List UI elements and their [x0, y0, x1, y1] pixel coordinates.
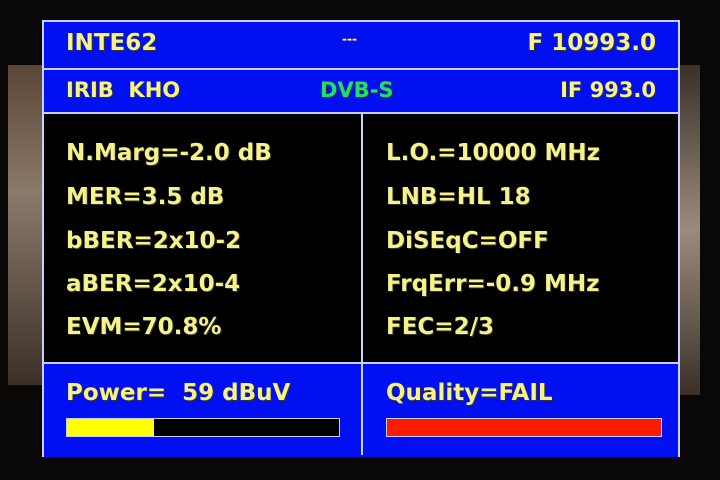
- fec: FEC=2/3: [386, 314, 494, 340]
- frq-err: FrqErr=-0.9 MHz: [386, 271, 600, 297]
- bber: bBER=2x10-2: [66, 228, 242, 254]
- header-center: ---: [342, 32, 357, 46]
- frequency: F 10993.0: [527, 30, 656, 56]
- evm: EVM=70.8%: [66, 314, 222, 340]
- background-video-right: [678, 65, 700, 395]
- power-bar-fill: [67, 419, 155, 436]
- standard: DVB-S: [320, 78, 394, 102]
- if-frequency: IF 993.0: [560, 78, 656, 102]
- n-marg: N.Marg=-2.0 dB: [66, 140, 272, 166]
- channel-name: IRIB KHO: [66, 78, 181, 102]
- header-row-2: IRIB KHO DVB-S IF 993.0: [44, 70, 678, 114]
- header-row-1: INTE62 --- F 10993.0: [44, 22, 678, 70]
- lo: L.O.=10000 MHz: [386, 140, 600, 166]
- aber: aBER=2x10-4: [66, 271, 241, 297]
- mer: MER=3.5 dB: [66, 184, 225, 210]
- quality-bar: [386, 418, 662, 437]
- power-bar: [66, 418, 340, 437]
- column-divider: [361, 114, 363, 455]
- diseqc: DiSEqC=OFF: [386, 228, 549, 254]
- background-video-left: [8, 65, 42, 385]
- lnb: LNB=HL 18: [386, 184, 531, 210]
- power-label: Power= 59 dBuV: [66, 380, 291, 406]
- quality-bar-fill: [387, 419, 661, 436]
- quality-label: Quality=FAIL: [386, 380, 553, 406]
- satellite-name: INTE62: [66, 30, 158, 56]
- signal-meter-panel: INTE62 --- F 10993.0 IRIB KHO DVB-S IF 9…: [42, 20, 680, 457]
